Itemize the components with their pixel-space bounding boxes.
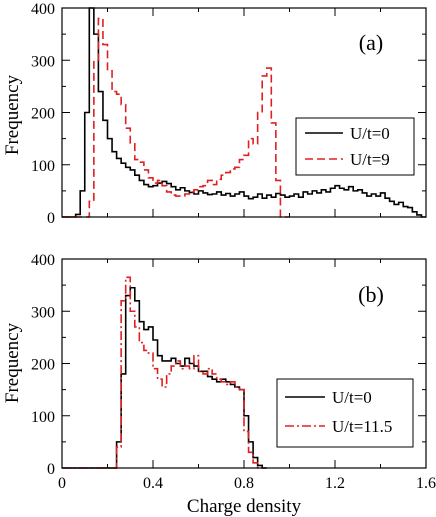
panel-a-y-tick-label: 300 <box>31 53 55 70</box>
panel-b-frame <box>61 258 427 469</box>
panel-a-series <box>62 7 426 218</box>
panel-b-x-tick-label: 1.6 <box>416 475 436 492</box>
panel-b-series <box>62 276 267 469</box>
panel-a-series-0-line <box>62 7 426 218</box>
panel-b-tick-labels: 0 100 200 300 400 0 0.4 0.8 1.2 1.6 <box>31 252 436 492</box>
panel-b-x-tick-label: 0 <box>58 475 66 492</box>
panel-a-y-tick-label: 100 <box>31 158 55 175</box>
panel-a-legend-box <box>295 117 415 176</box>
panel-b-x-axis-title: Charge density <box>187 496 302 517</box>
panel-a-series-1-line <box>62 17 290 218</box>
panel-b-label: (b) <box>358 282 384 307</box>
panel-a-frame <box>61 7 427 218</box>
panel-b-x-tick-label: 0.8 <box>234 475 254 492</box>
panel-b: 0 100 200 300 400 0 0.4 0.8 1.2 1.6 (b) Frequency… <box>2 252 436 517</box>
panel-b-y-tick-label: 200 <box>31 357 55 374</box>
panel-b-legend: U/t=0 U/t=11.5 <box>276 378 414 448</box>
panel-b-series-1-line <box>62 276 267 469</box>
panel-b-y-tick-label: 400 <box>31 252 55 269</box>
panel-a-legend-label-1: U/t=9 <box>350 150 390 169</box>
panel-b-legend-box <box>276 378 414 448</box>
panel-b-y-axis-title: Frequency <box>2 322 23 403</box>
panel-b-y-tick-label: 300 <box>31 304 55 321</box>
panel-b-legend-label-0: U/t=0 <box>332 388 372 407</box>
panel-a-y-tick-label: 0 <box>47 210 55 227</box>
panel-b-y-tick-label: 100 <box>31 409 55 426</box>
panel-a-tick-labels: 0 100 200 300 400 <box>31 1 55 227</box>
panel-a-legend: U/t=0 U/t=9 <box>295 117 415 176</box>
panel-a-y-tick-label: 200 <box>31 106 55 123</box>
panel-a-label: (a) <box>359 30 383 55</box>
panel-a: 0 100 200 300 400 (a) Frequency U/t=0 U/t=9 <box>2 1 427 227</box>
panel-b-x-tick-label: 1.2 <box>325 475 345 492</box>
panel-b-y-tick-label: 0 <box>47 461 55 478</box>
panel-b-legend-label-1: U/t=11.5 <box>332 417 392 436</box>
panel-a-legend-label-0: U/t=0 <box>350 124 390 143</box>
panel-a-y-tick-label: 400 <box>31 1 55 18</box>
panel-a-y-axis-title: Frequency <box>2 74 23 155</box>
panel-b-x-tick-label: 0.4 <box>143 475 163 492</box>
